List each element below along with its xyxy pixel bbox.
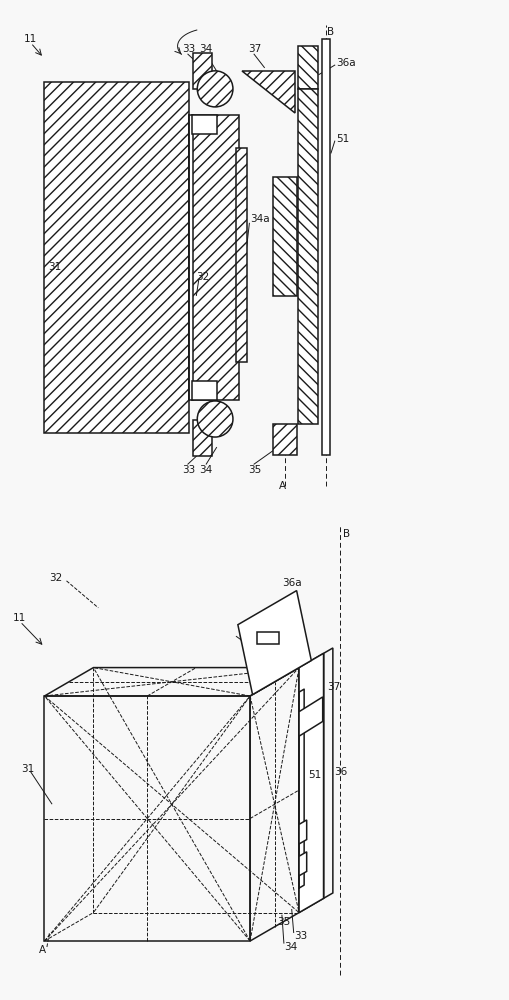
Text: 35: 35 [247, 465, 261, 475]
Polygon shape [257, 632, 279, 644]
Polygon shape [298, 697, 322, 736]
Text: 35: 35 [276, 917, 290, 927]
Text: 37: 37 [327, 682, 340, 692]
Polygon shape [241, 71, 294, 113]
Bar [189, 115, 193, 400]
Text: A: A [278, 481, 285, 491]
Text: 32: 32 [49, 573, 63, 583]
Text: 34: 34 [199, 44, 212, 54]
Text: 41: 41 [301, 271, 315, 282]
Text: 33: 33 [182, 44, 195, 54]
Bar [298, 46, 317, 89]
Text: 34: 34 [199, 465, 212, 475]
Polygon shape [298, 820, 306, 844]
Bar [321, 39, 329, 455]
Bar [44, 82, 189, 433]
Text: 34a: 34a [250, 215, 269, 225]
Text: 33: 33 [182, 465, 195, 475]
Text: 33: 33 [294, 931, 307, 941]
Bar [272, 177, 297, 296]
Bar [192, 53, 212, 89]
Text: 36: 36 [334, 767, 347, 777]
Bar [192, 420, 212, 456]
Text: 51: 51 [335, 134, 348, 144]
Text: 34: 34 [284, 942, 297, 952]
Text: 32: 32 [196, 271, 209, 282]
Text: A: A [38, 945, 45, 955]
Text: 31: 31 [21, 764, 34, 774]
Circle shape [197, 401, 233, 437]
Text: 11: 11 [13, 613, 26, 623]
Text: B: B [327, 27, 334, 37]
Text: 51: 51 [307, 770, 321, 780]
Bar [191, 381, 217, 400]
Bar [191, 115, 217, 134]
Text: 31: 31 [48, 262, 62, 272]
Text: 11: 11 [24, 34, 37, 44]
Text: 36a: 36a [335, 58, 355, 68]
Bar [236, 148, 246, 362]
Circle shape [197, 71, 233, 107]
Bar [298, 89, 317, 424]
Text: 36: 36 [301, 385, 315, 395]
Bar [272, 424, 297, 455]
Polygon shape [298, 852, 306, 876]
Bar [191, 115, 238, 400]
Polygon shape [298, 653, 323, 913]
Text: 37: 37 [247, 44, 261, 54]
Text: B: B [342, 529, 349, 539]
Text: 36a: 36a [281, 578, 301, 588]
Polygon shape [237, 591, 310, 695]
